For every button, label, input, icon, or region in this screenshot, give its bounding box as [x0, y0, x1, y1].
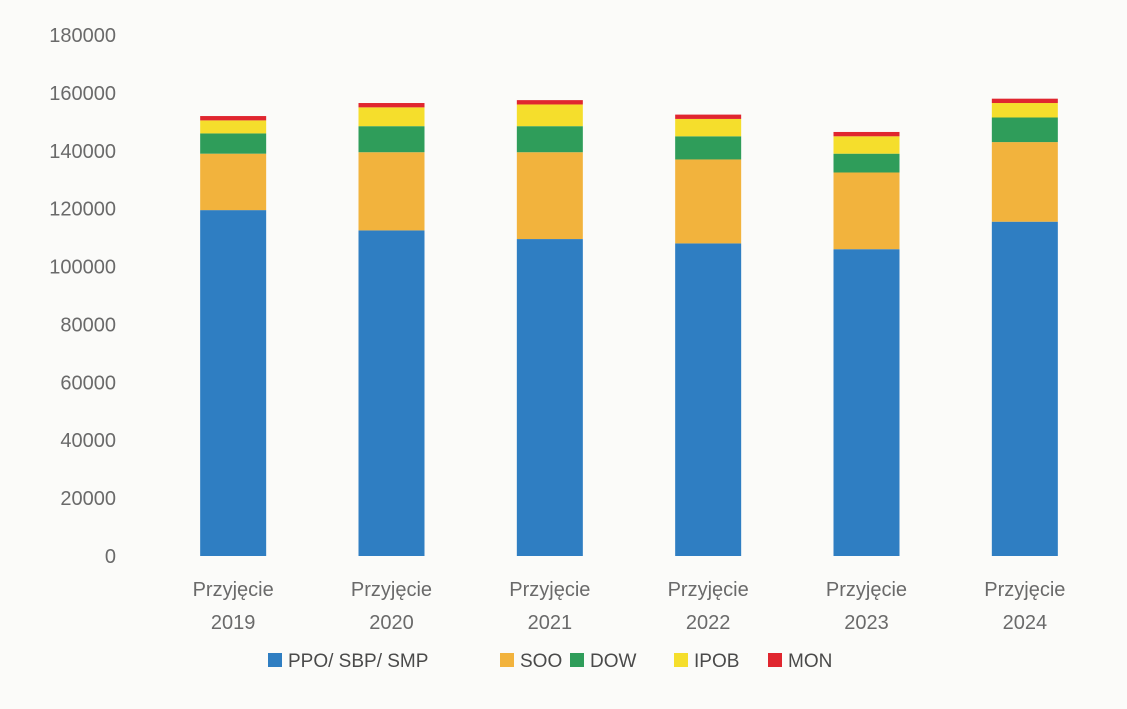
y-tick-label: 140000 — [49, 141, 116, 163]
x-tick-label: 2019 — [211, 612, 256, 634]
x-tick-label: Przyjęcie — [984, 579, 1065, 601]
bar-segment-ppo-sbp-smp — [991, 221, 1058, 557]
bar-segment-ppo-sbp-smp — [200, 210, 267, 556]
bar-segment-dow — [675, 136, 742, 160]
y-tick-label: 0 — [105, 546, 116, 568]
bar-segment-ppo-sbp-smp — [833, 249, 900, 556]
x-tick-label: 2024 — [1003, 612, 1048, 634]
bar-segment-ppo-sbp-smp — [675, 243, 742, 556]
y-tick-label: 100000 — [49, 257, 116, 279]
bar-segment-dow — [833, 153, 900, 173]
bar-segment-soo — [833, 172, 900, 250]
bar-segment-dow — [991, 117, 1058, 143]
bar-segment-dow — [358, 126, 425, 153]
bar-segment-soo — [991, 142, 1058, 222]
x-tick-label: 2021 — [528, 612, 573, 634]
bar-segment-mon — [675, 114, 742, 119]
x-tick-label: Przyjęcie — [826, 579, 907, 601]
bar-segment-ipob — [675, 118, 742, 137]
y-tick-label: 60000 — [60, 372, 116, 394]
legend: PPO/ SBP/ SMP SOO DOW IPOB MON — [268, 651, 832, 672]
legend-label: DOW — [590, 651, 637, 672]
bars — [200, 98, 1058, 557]
bar-segment-ipob — [833, 136, 900, 154]
bar-segment-soo — [516, 152, 583, 240]
bar-segment-mon — [358, 103, 425, 108]
y-tick-label: 20000 — [60, 488, 116, 510]
x-tick-label: 2023 — [844, 612, 889, 634]
bar-segment-ipob — [200, 120, 267, 134]
bar-segment-mon — [991, 98, 1058, 104]
bar-segment-ipob — [991, 103, 1058, 118]
legend-label: PPO/ SBP/ SMP — [288, 651, 428, 672]
x-tick-label: Przyjęcie — [509, 579, 590, 601]
y-tick-label: 40000 — [60, 430, 116, 452]
x-tick-label: Przyjęcie — [193, 579, 274, 601]
bar-segment-soo — [675, 159, 742, 244]
bar-segment-ipob — [358, 107, 425, 127]
legend-swatch — [570, 653, 584, 667]
bar-segment-ppo-sbp-smp — [358, 230, 425, 556]
bar-segment-dow — [516, 126, 583, 153]
y-tick-label: 120000 — [49, 199, 116, 221]
x-axis-ticks: Przyjęcie 2019 Przyjęcie 2020 Przyjęcie 2021 P… — [193, 579, 1066, 634]
x-tick-label: Przyjęcie — [351, 579, 432, 601]
x-tick-label: Przyjęcie — [668, 579, 749, 601]
y-axis-ticks: 0 20000 40000 60000 80000 100000 120000 140000 1… — [49, 25, 116, 568]
y-tick-label: 180000 — [49, 25, 116, 47]
bar-segment-soo — [200, 153, 267, 211]
bar-segment-soo — [358, 152, 425, 231]
legend-swatch — [768, 653, 782, 667]
bar-segment-mon — [200, 116, 267, 121]
legend-label: SOO — [520, 651, 562, 672]
bar-segment-ipob — [516, 104, 583, 127]
legend-label: MON — [788, 651, 832, 672]
x-tick-label: 2020 — [369, 612, 414, 634]
legend-swatch — [674, 653, 688, 667]
bar-segment-dow — [200, 133, 267, 154]
bar-segment-ppo-sbp-smp — [516, 239, 583, 556]
legend-swatch — [268, 653, 282, 667]
x-tick-label: 2022 — [686, 612, 731, 634]
y-tick-label: 160000 — [49, 83, 116, 105]
legend-swatch — [500, 653, 514, 667]
legend-label: IPOB — [694, 651, 739, 672]
y-tick-label: 80000 — [60, 314, 116, 336]
bar-segment-mon — [516, 100, 583, 105]
bar-segment-mon — [833, 131, 900, 137]
